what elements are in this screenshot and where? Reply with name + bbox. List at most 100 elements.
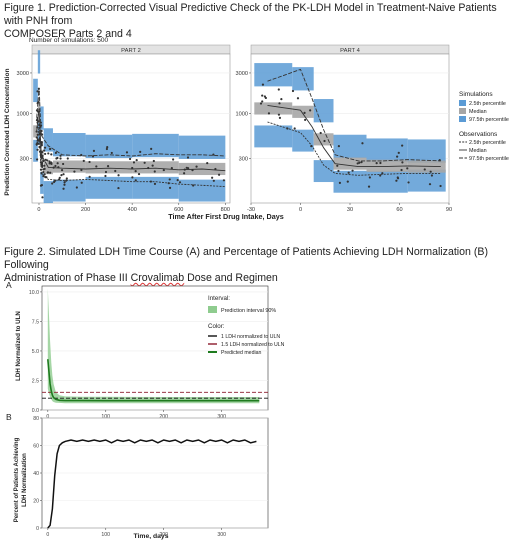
sim-p97-5-band	[40, 106, 44, 130]
sim-median-band	[254, 102, 293, 115]
observation-point	[114, 169, 117, 173]
observation-point	[277, 113, 281, 116]
y-tick-label: 2.5	[32, 378, 39, 384]
x-tick-label: 300	[217, 532, 226, 538]
observation-point	[336, 164, 339, 167]
observation-point	[40, 162, 44, 165]
sim-p2-5-band	[366, 170, 408, 193]
sim-p97-5-band	[333, 134, 367, 159]
x-tick-label: 200	[81, 207, 90, 213]
sim-p2-5-band	[313, 160, 334, 183]
observation-point	[187, 167, 190, 170]
sim-median-band	[313, 133, 334, 146]
observation-point	[104, 170, 108, 174]
observation-point	[134, 170, 137, 173]
observation-point	[125, 151, 129, 154]
sim-p2-5-band	[52, 179, 86, 202]
percent-normalized-line	[47, 439, 257, 529]
observation-point	[278, 102, 281, 105]
part4-strip-label: PART 4	[340, 48, 360, 54]
observation-point	[261, 100, 264, 103]
sim-p97-5-band	[407, 139, 446, 163]
observation-point	[429, 170, 432, 173]
observation-point	[35, 130, 38, 133]
observation-point	[267, 112, 271, 115]
y-tick-label: 20	[33, 499, 39, 505]
observation-point	[439, 184, 442, 188]
observation-point	[360, 161, 363, 164]
figure2-chart: A B LDH Normalized to ULN Percent of Pat…	[6, 280, 285, 540]
sim-median-band	[132, 161, 179, 174]
panel-b-ylabel-1: Percent of Patients Achieving	[14, 437, 20, 522]
observation-point	[92, 149, 96, 152]
x-tick-label: 100	[101, 414, 110, 420]
observation-point	[368, 176, 371, 179]
observation-point	[277, 88, 280, 91]
observation-point	[40, 183, 44, 187]
legend-color-title: Color:	[208, 323, 225, 330]
observation-point	[367, 185, 371, 188]
sim-p2-5-band	[407, 169, 446, 192]
x-tick-label: 0	[299, 207, 302, 213]
x-tick-label: 200	[159, 532, 168, 538]
obs-p97-5-line	[36, 87, 226, 157]
sim-p2-5-band	[132, 176, 179, 199]
fig2-legend: Interval: Prediction interval 90% Color:…	[208, 295, 285, 356]
observation-point	[212, 179, 215, 182]
sim-p2-5-band	[333, 170, 367, 193]
obs-median-line	[267, 104, 441, 168]
sim-p2-5-band	[43, 181, 53, 203]
observation-point	[132, 161, 136, 164]
legend-sim-swatch-p2-5	[459, 100, 466, 106]
x-tick-label: -30	[247, 207, 255, 213]
observation-point	[401, 161, 404, 164]
observation-point	[139, 150, 142, 153]
y-tick-label: 0	[36, 526, 39, 532]
panel-b-ylabel-2: LDH Normalization	[22, 453, 28, 507]
observation-point	[117, 174, 120, 177]
observation-point	[63, 181, 66, 184]
observation-point	[296, 97, 300, 100]
observation-point	[134, 179, 137, 182]
observation-point	[42, 168, 45, 171]
observation-point	[80, 168, 83, 172]
observation-point	[50, 153, 53, 156]
x-tick-label: 0	[46, 532, 49, 538]
observation-point	[430, 174, 434, 177]
observation-point	[135, 159, 138, 162]
obs-p2-5-line	[36, 126, 226, 188]
observation-point	[337, 145, 340, 148]
observation-point	[62, 162, 65, 166]
observation-point	[65, 177, 68, 180]
observation-point	[168, 186, 172, 190]
x-tick-label: 60	[396, 207, 402, 213]
legend-sim-title: Simulations	[459, 91, 493, 98]
legend-interval-swatch	[208, 306, 217, 313]
figure1-caption-line1: Figure 1. Prediction-Corrected Visual Pr…	[4, 2, 497, 27]
observation-point	[379, 174, 382, 177]
observation-point	[49, 147, 52, 151]
fig1-ylabel: Prediction Corrected LDH Concentration	[4, 68, 11, 195]
panel-b-xlabel: Time, days	[133, 533, 168, 540]
x-tick-label: 200	[159, 414, 168, 420]
observation-point	[48, 160, 51, 163]
observation-point	[36, 90, 39, 93]
observation-point	[43, 173, 46, 176]
observation-point	[381, 172, 384, 175]
observation-point	[278, 116, 282, 119]
observation-point	[338, 181, 341, 184]
observation-point	[396, 177, 400, 180]
observation-point	[170, 166, 173, 170]
obs-median-line	[36, 108, 226, 172]
observation-point	[44, 152, 47, 156]
panel-a-letter: A	[6, 280, 12, 290]
sim-median-band	[85, 161, 133, 174]
x-tick-label: 30	[347, 207, 353, 213]
observation-point	[261, 94, 264, 97]
observation-point	[337, 169, 340, 173]
y-tick-label: 300	[239, 156, 248, 162]
panel-a-frame	[41, 285, 269, 411]
observation-point	[395, 179, 398, 182]
observation-point	[309, 109, 312, 112]
observation-point	[43, 146, 47, 149]
